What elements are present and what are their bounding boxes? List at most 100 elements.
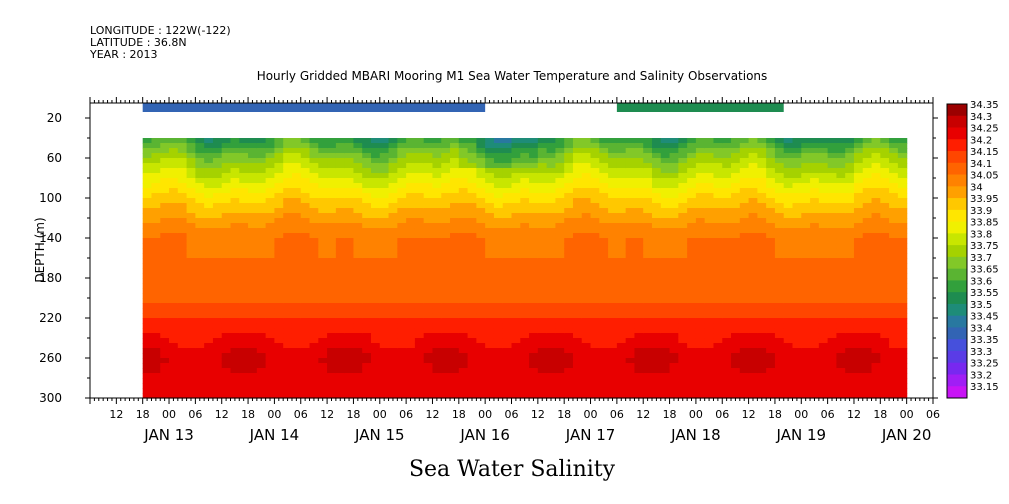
heat-cell (406, 263, 416, 269)
heat-cell (757, 148, 767, 154)
heat-cell (783, 223, 794, 229)
heat-cell (529, 358, 539, 364)
heat-cell (186, 188, 196, 194)
heat-cell (810, 293, 820, 299)
heat-cell (239, 183, 249, 189)
heat-cell (248, 283, 258, 289)
heat-cell (660, 368, 671, 374)
heat-cell (678, 393, 688, 399)
heat-cell (177, 323, 188, 329)
heat-cell (169, 393, 179, 399)
heat-cell (810, 153, 820, 159)
heat-cell (590, 358, 600, 364)
heat-cell (845, 178, 855, 184)
heat-cell (810, 248, 820, 254)
heat-cell (757, 193, 767, 199)
heat-cell (766, 188, 776, 194)
heat-cell (414, 238, 425, 244)
heat-cell (309, 203, 319, 209)
heat-cell (204, 298, 214, 304)
heat-cell (169, 273, 179, 279)
heat-cell (889, 138, 899, 144)
heat-cell (801, 338, 811, 344)
heat-cell (300, 288, 311, 294)
heat-cell (731, 218, 741, 224)
heat-cell (458, 223, 469, 229)
heat-cell (230, 338, 240, 344)
heat-cell (432, 168, 442, 174)
heat-cell (186, 198, 196, 204)
heat-cell (704, 313, 715, 319)
heat-cell (300, 158, 311, 164)
heat-cell (792, 348, 802, 354)
heat-cell (537, 323, 548, 329)
heat-cell (695, 308, 706, 314)
heat-cell (660, 378, 671, 384)
heat-cell (546, 138, 557, 144)
heat-cell (818, 153, 829, 159)
heat-cell (836, 193, 846, 199)
heat-cell (827, 243, 838, 249)
heat-cell (177, 303, 188, 309)
heat-cell (248, 293, 258, 299)
heat-cell (256, 138, 267, 144)
x-hour-label: 12 (109, 408, 123, 421)
heat-cell (212, 343, 223, 349)
heat-cell (283, 378, 293, 384)
heat-cell (731, 193, 741, 199)
heat-cell (283, 278, 293, 284)
heat-cell (432, 318, 442, 324)
heat-cell (748, 153, 758, 159)
heat-cell (230, 213, 240, 219)
heat-cell (335, 363, 346, 369)
heat-cell (520, 278, 530, 284)
heat-cell (274, 298, 284, 304)
heat-cell (274, 173, 284, 179)
heat-cell (353, 303, 363, 309)
heat-cell (546, 318, 557, 324)
heat-cell (590, 198, 600, 204)
heat-cell (335, 228, 346, 234)
heat-cell (774, 363, 785, 369)
heat-cell (546, 143, 557, 149)
heat-cell (897, 283, 908, 289)
heat-cell (529, 213, 539, 219)
heat-cell (406, 283, 416, 289)
heat-cell (783, 383, 794, 389)
heat-cell (643, 333, 653, 339)
heat-cell (739, 168, 750, 174)
heat-cell (388, 323, 398, 329)
heat-cell (502, 353, 513, 359)
heat-cell (871, 263, 881, 269)
heat-cell (344, 393, 355, 399)
heat-cell (652, 183, 662, 189)
heat-cell (546, 293, 557, 299)
heat-cell (713, 298, 723, 304)
heat-cell (731, 368, 741, 374)
heat-cell (485, 373, 495, 379)
heat-cell (704, 288, 715, 294)
heat-cell (230, 393, 240, 399)
heat-cell (590, 313, 600, 319)
heat-cell (555, 298, 565, 304)
heat-cell (871, 308, 881, 314)
heat-cell (151, 383, 161, 389)
heat-cell (397, 318, 407, 324)
heat-cell (652, 333, 662, 339)
heat-cell (862, 188, 873, 194)
heat-cell (476, 293, 486, 299)
heat-cell (204, 268, 214, 274)
heat-cell (590, 143, 600, 149)
heat-cell (432, 163, 442, 169)
heat-cell (722, 178, 732, 184)
heat-cell (625, 313, 636, 319)
heat-cell (414, 158, 425, 164)
heat-cell (827, 293, 838, 299)
heat-cell (722, 303, 732, 309)
heat-cell (432, 393, 442, 399)
heat-cell (318, 168, 328, 174)
heat-cell (485, 253, 495, 259)
heat-cell (230, 258, 240, 264)
heat-cell (291, 343, 302, 349)
heat-cell (739, 353, 750, 359)
